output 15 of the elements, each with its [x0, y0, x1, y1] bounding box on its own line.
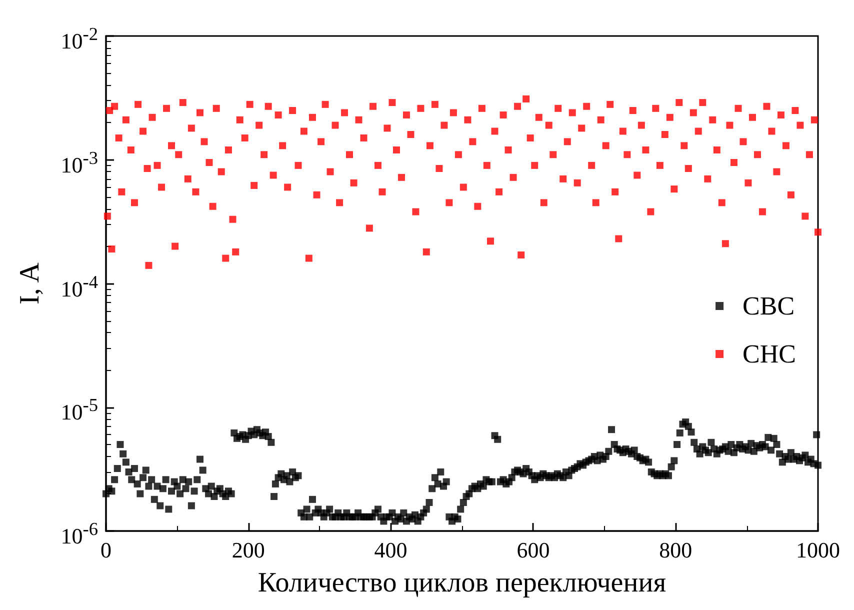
y-axis-title: I, A	[14, 262, 46, 304]
legend-label: CBC	[742, 292, 795, 320]
x-tick-label: 400	[374, 538, 408, 562]
y-tick-label: 10$^{-3}$	[60, 146, 98, 178]
y-tick-label: 10$^{-5}$	[60, 394, 98, 425]
x-tick-label: 600	[516, 538, 550, 562]
y-tick-label: 10$^{-4}$	[60, 270, 98, 301]
legend-label: CHC	[742, 340, 796, 368]
x-tick-label: 0	[100, 538, 112, 562]
x-tick-label: 1000	[796, 538, 840, 562]
x-tick-label: 200	[232, 538, 265, 562]
x-axis-title: Количество циклов переключения	[258, 568, 666, 598]
y-tick-label: 10$^{-6}$	[60, 518, 98, 548]
y-tick-label: 10$^{-2}$	[60, 23, 98, 54]
x-tick-label: 800	[659, 538, 692, 562]
